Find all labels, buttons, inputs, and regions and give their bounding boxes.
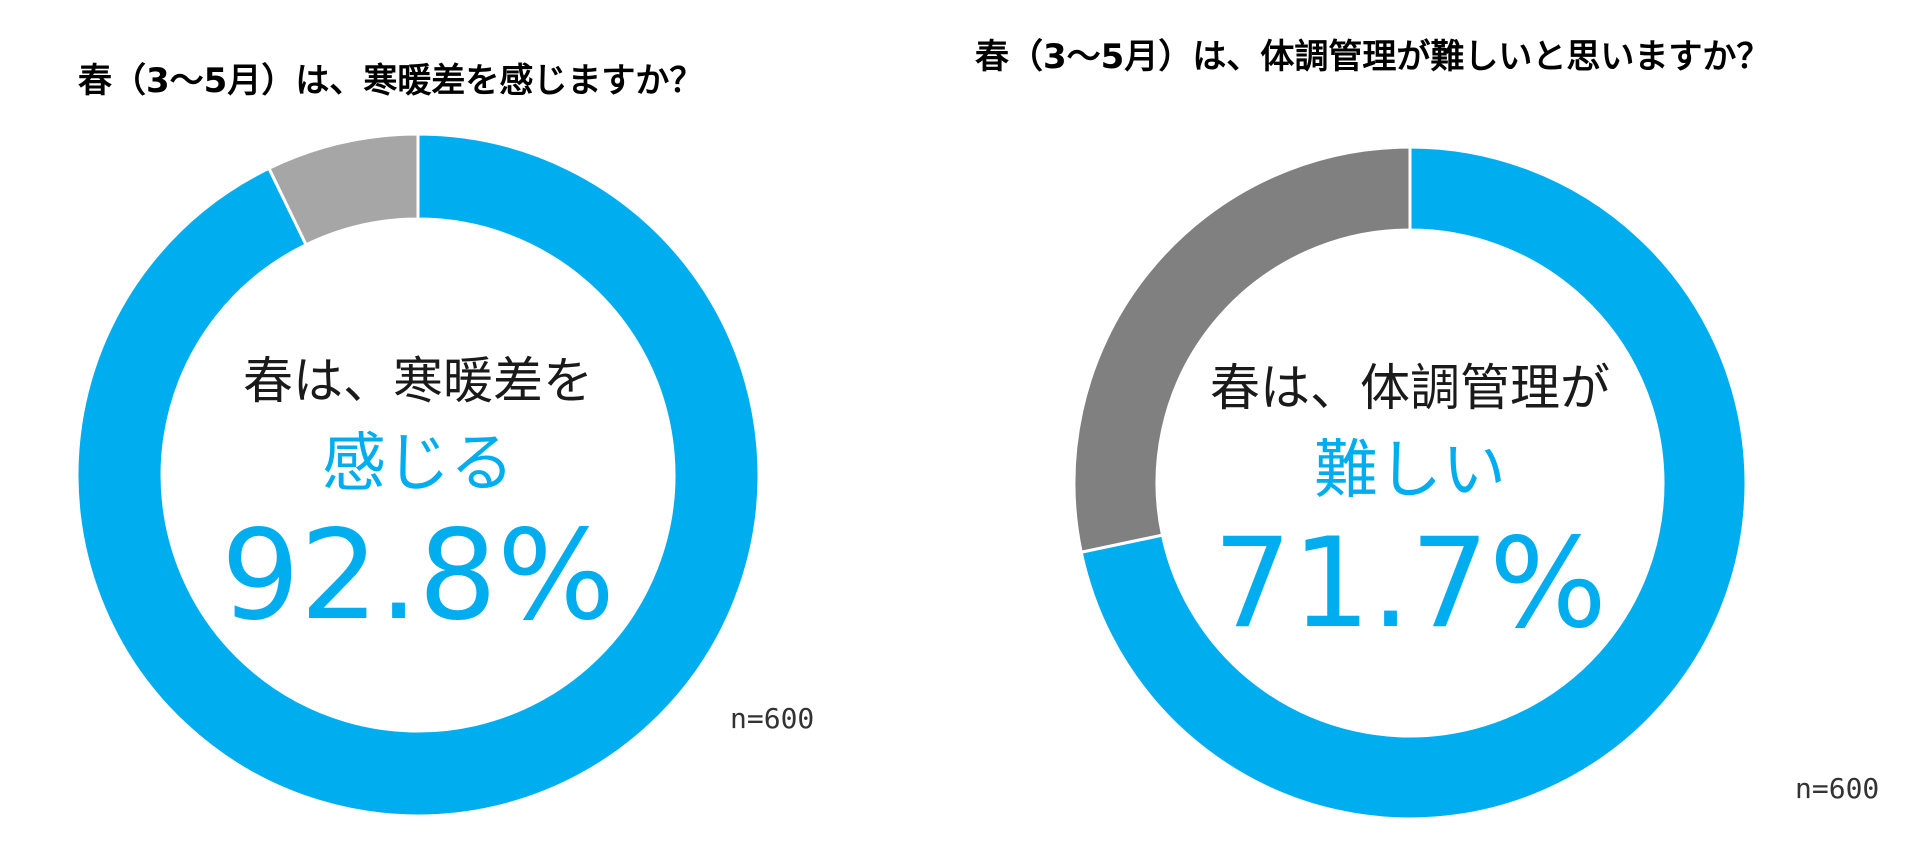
chart-health-management: 春（3～5月）は、体調管理が難しいと思いますか？ 春は、体調管理が 難しい 71… — [975, 37, 1879, 821]
center-emphasis: 難しい — [1314, 434, 1506, 508]
donut-slice-primary — [1079, 145, 1748, 821]
center-emphasis: 感じる — [322, 427, 514, 501]
center-percentage: 92.8% — [221, 504, 615, 648]
center-label: 春は、体調管理が — [1210, 359, 1610, 417]
sample-size-label: n=600 — [1795, 772, 1879, 805]
donut-slice-secondary — [266, 132, 420, 247]
donut-slice-secondary — [1072, 145, 1412, 554]
sample-size-label: n=600 — [730, 702, 814, 735]
donut-chart — [1072, 145, 1748, 821]
center-percentage: 71.7% — [1213, 512, 1607, 656]
chart-title: 春（3～5月）は、寒暖差を感じますか？ — [78, 61, 703, 101]
center-label: 春は、寒暖差を — [243, 352, 593, 410]
donut-chart — [75, 132, 761, 818]
chart-cold-warm-difference: 春（3～5月）は、寒暖差を感じますか？ 春は、寒暖差を 感じる 92.8% n=… — [75, 61, 814, 818]
chart-title: 春（3～5月）は、体調管理が難しいと思いますか？ — [975, 37, 1770, 77]
donut-slice-primary — [75, 132, 761, 818]
